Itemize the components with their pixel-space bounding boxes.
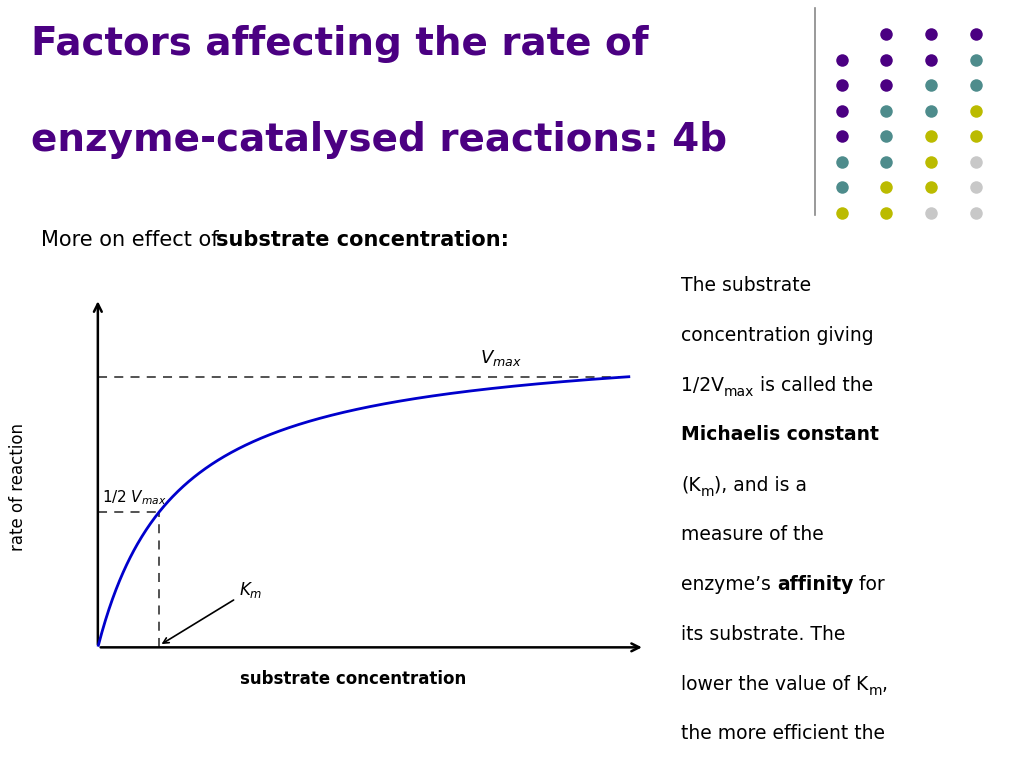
Text: ), and is a: ), and is a — [714, 475, 807, 495]
Text: is called the: is called the — [755, 376, 873, 395]
Text: $1/2\ V_{max}$: $1/2\ V_{max}$ — [102, 488, 167, 507]
Text: enzyme-catalysed reactions: 4b: enzyme-catalysed reactions: 4b — [31, 121, 727, 159]
Text: the more efficient the: the more efficient the — [681, 724, 885, 743]
Text: enzyme’s: enzyme’s — [681, 575, 777, 594]
Text: Factors affecting the rate of: Factors affecting the rate of — [31, 25, 648, 63]
Text: lower the value of K: lower the value of K — [681, 674, 868, 694]
Text: 1/2V: 1/2V — [681, 376, 724, 395]
Text: $V_{max}$: $V_{max}$ — [480, 348, 522, 368]
Text: $K_m$: $K_m$ — [163, 580, 262, 643]
Text: m: m — [868, 684, 882, 698]
Text: for: for — [853, 575, 885, 594]
Text: More on effect of: More on effect of — [41, 230, 225, 250]
Text: ,: , — [882, 674, 888, 694]
Text: rate of reaction: rate of reaction — [9, 423, 28, 551]
Text: Michaelis constant: Michaelis constant — [681, 425, 879, 445]
Text: its substrate. The: its substrate. The — [681, 625, 846, 644]
Text: The substrate: The substrate — [681, 276, 811, 295]
Text: substrate concentration: substrate concentration — [240, 670, 466, 688]
Text: m: m — [700, 485, 714, 498]
Text: (K: (K — [681, 475, 700, 495]
Text: measure of the: measure of the — [681, 525, 823, 544]
Text: substrate concentration:: substrate concentration: — [216, 230, 509, 250]
Text: affinity: affinity — [777, 575, 853, 594]
Text: concentration giving: concentration giving — [681, 326, 873, 345]
Text: max: max — [724, 385, 755, 399]
